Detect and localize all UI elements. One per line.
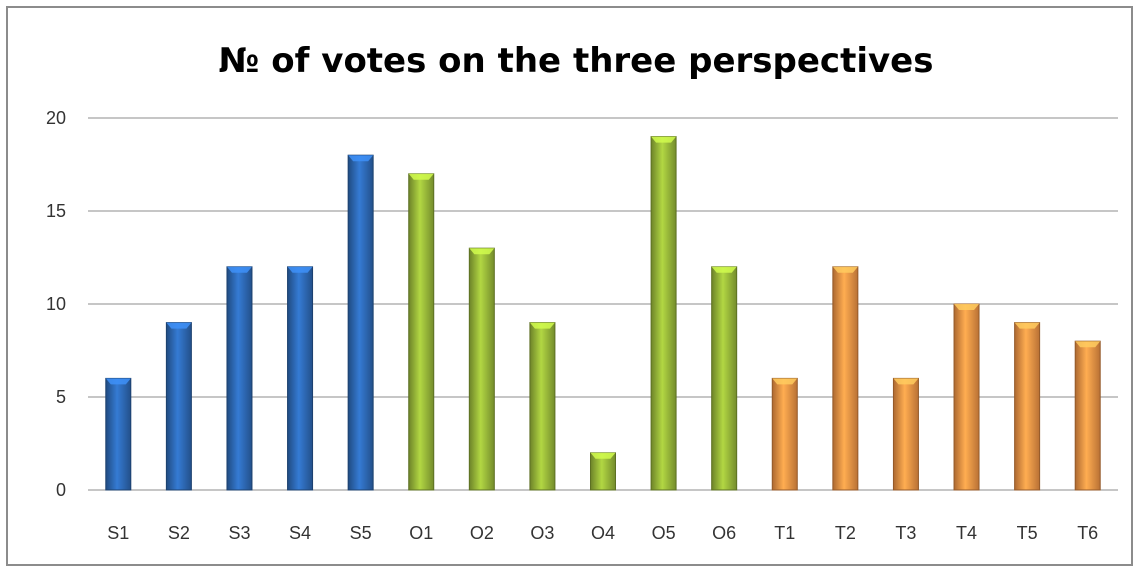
x-axis-ticks: S1 S2 S3 S4 S5 O1 O2 O3 O4 O5 O6 T1 T2 T3 T4 T5 T6 xyxy=(107,523,1098,543)
x-tick-label: O4 xyxy=(591,523,615,543)
bar-bevel xyxy=(1075,341,1101,348)
x-tick-label: S1 xyxy=(107,523,129,543)
bar-s3 xyxy=(226,266,253,491)
bar-bevel xyxy=(348,155,374,162)
x-tick-label: T2 xyxy=(835,523,856,543)
bar-t5 xyxy=(1014,322,1041,491)
bar-bevel xyxy=(711,266,737,273)
bar-bevel xyxy=(772,378,798,385)
x-tick-label: S3 xyxy=(228,523,250,543)
bar-t1 xyxy=(771,377,798,491)
chart-title: № of votes on the three perspectives xyxy=(219,41,934,81)
bar-bevel xyxy=(893,378,919,385)
chart-frame xyxy=(6,6,1133,566)
bar-bevel xyxy=(651,136,677,143)
bar-bevel xyxy=(590,452,616,459)
y-axis-ticks: 0 5 10 15 20 xyxy=(46,108,66,500)
y-tick-label: 15 xyxy=(46,201,66,221)
y-tick-label: 20 xyxy=(46,108,66,128)
y-tick-label: 5 xyxy=(56,387,66,407)
bar-t4 xyxy=(953,303,980,491)
y-tick-label: 0 xyxy=(56,480,66,500)
bar-o4 xyxy=(590,452,616,491)
x-tick-label: S4 xyxy=(289,523,311,543)
x-tick-label: O2 xyxy=(470,523,494,543)
bar-s2 xyxy=(165,322,192,491)
bar-s5 xyxy=(347,154,374,491)
bar-bevel xyxy=(166,322,192,329)
bar-s4 xyxy=(287,266,314,491)
x-tick-label: T5 xyxy=(1017,523,1038,543)
x-tick-label: O6 xyxy=(712,523,736,543)
bar-s1 xyxy=(105,377,132,491)
x-tick-label: T4 xyxy=(956,523,977,543)
bar-bevel xyxy=(226,266,252,273)
bar-t3 xyxy=(892,377,919,491)
bar-bevel xyxy=(832,266,858,273)
bar-o5 xyxy=(650,136,677,491)
bar-t6 xyxy=(1074,340,1101,491)
x-tick-label: T6 xyxy=(1077,523,1098,543)
bars xyxy=(105,136,1101,491)
x-tick-label: S2 xyxy=(168,523,190,543)
bar-bevel xyxy=(287,266,313,273)
bar-bevel xyxy=(529,322,555,329)
x-tick-label: S5 xyxy=(350,523,372,543)
bar-o6 xyxy=(711,266,738,491)
x-tick-label: O3 xyxy=(530,523,554,543)
bar-bevel xyxy=(469,248,495,255)
bar-bevel xyxy=(954,304,980,310)
bar-t2 xyxy=(832,266,859,491)
grid-lines xyxy=(88,117,1118,491)
x-tick-label: O5 xyxy=(652,523,676,543)
bar-bevel xyxy=(105,378,131,385)
x-tick-label: O1 xyxy=(409,523,433,543)
bar-o1 xyxy=(408,173,435,491)
y-tick-label: 10 xyxy=(46,294,66,314)
bar-bevel xyxy=(1014,322,1040,329)
bar-bevel xyxy=(408,173,434,180)
bar-o2 xyxy=(468,247,495,491)
x-tick-label: T1 xyxy=(774,523,795,543)
x-tick-label: T3 xyxy=(895,523,916,543)
bar-o3 xyxy=(529,322,556,491)
